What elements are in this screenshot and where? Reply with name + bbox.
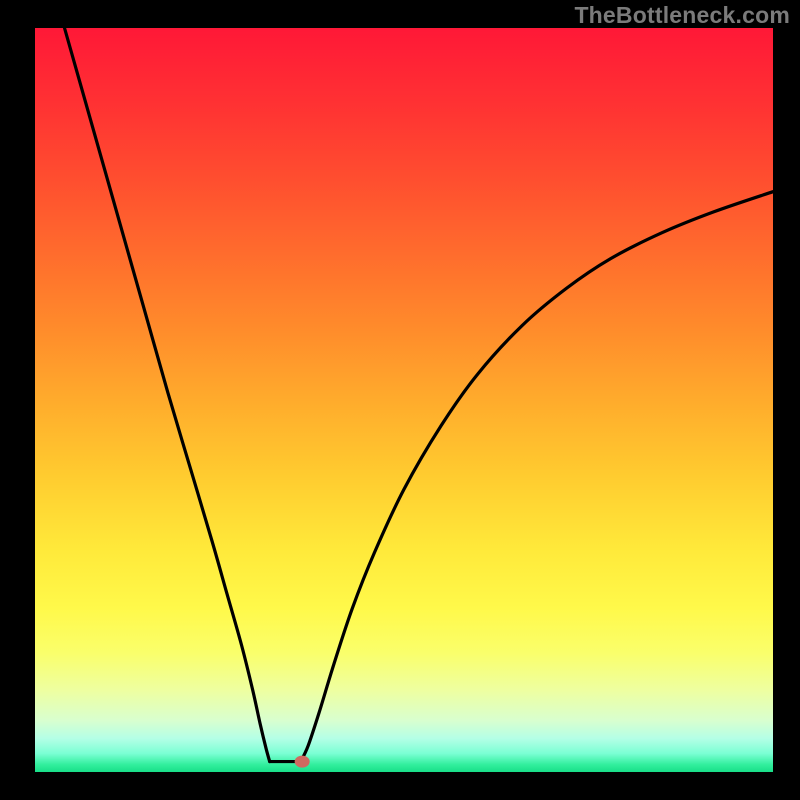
plot-area <box>35 28 773 772</box>
watermark-text: TheBottleneck.com <box>574 2 790 29</box>
chart-svg <box>0 0 800 800</box>
optimal-point-marker <box>295 756 310 768</box>
